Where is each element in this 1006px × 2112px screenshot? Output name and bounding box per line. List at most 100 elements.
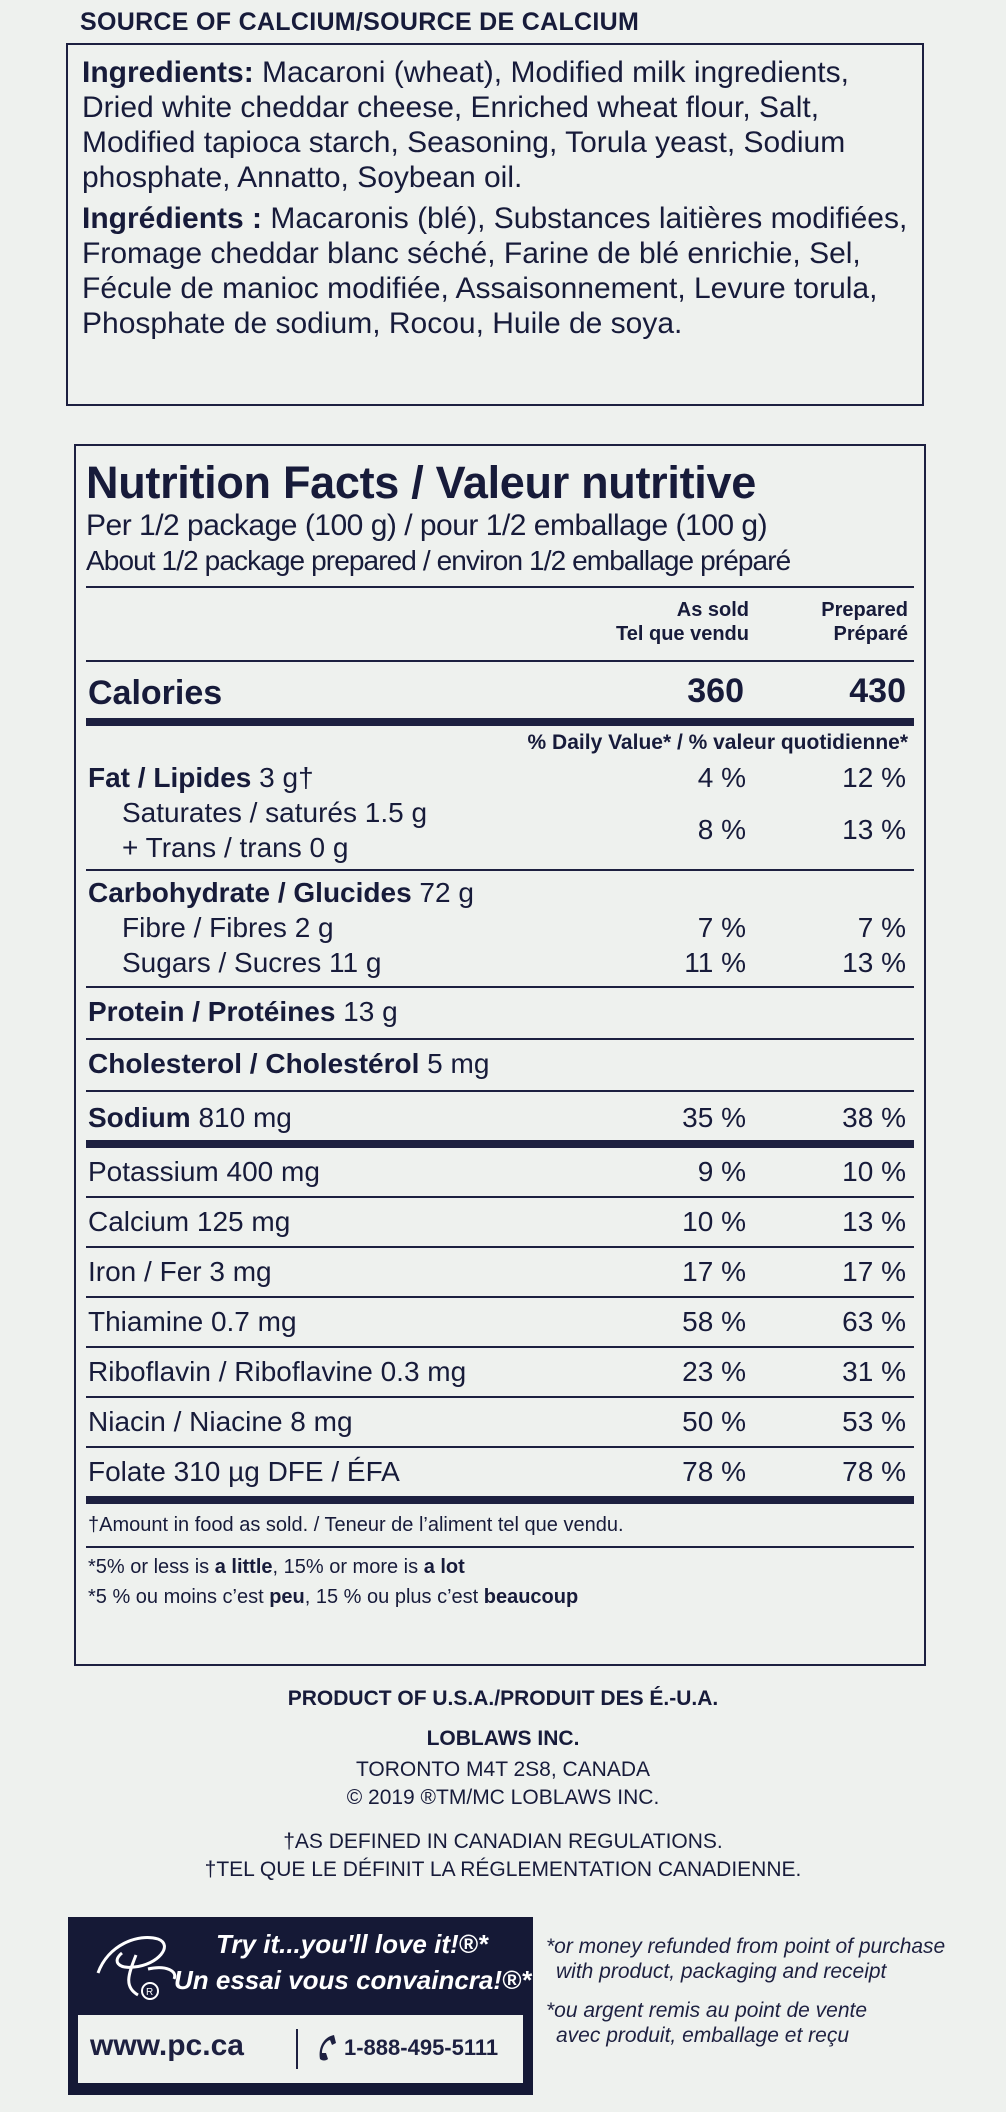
company-address: TORONTO M4T 2S8, CANADA	[355, 1758, 651, 1781]
defined-note-english: †AS DEFINED IN CANADIAN REGULATIONS.	[283, 1830, 723, 1853]
trans-line: + Trans / trans 0 g	[122, 832, 349, 863]
footnote-dagger: †Amount in food as sold. / Teneur de l’a…	[88, 1514, 624, 1536]
divider	[86, 586, 914, 588]
refund-french-line1: *ou argent remis au point de vente	[546, 1999, 868, 2022]
sodium-label: Sodium	[88, 1102, 191, 1133]
ingredients-french-text: Macaronis (blé), Substances laitières mo…	[82, 202, 908, 340]
footnote-english-text: , 15% or more is	[272, 1556, 424, 1578]
mineral-prepared: 78 %	[842, 1456, 906, 1487]
saturates-prepared: 13 %	[842, 814, 906, 845]
column-as-sold-fr: Tel que vendu	[616, 623, 749, 645]
company-name: LOBLAWS INC.	[426, 1727, 580, 1750]
guarantee-english: Try it...you'll love it!®*	[216, 1929, 488, 1959]
refund-note-english: *or money refunded from point of purchas…	[546, 1934, 945, 1984]
sodium-prepared: 38 %	[842, 1102, 906, 1133]
fat-amount: 3 g†	[251, 762, 314, 793]
divider	[86, 1396, 914, 1398]
protein-amount: 13 g	[335, 996, 398, 1027]
sugars-prepared: 13 %	[842, 947, 906, 978]
mineral-row: Niacin / Niacine 8 mg 50 % 53 %	[86, 1398, 914, 1446]
sugars-row: Sugars / Sucres 11 g 11 % 13 %	[86, 945, 914, 980]
divider	[86, 1346, 914, 1348]
mineral-row: Iron / Fer 3 mg 17 % 17 %	[86, 1248, 914, 1296]
mineral-as-sold: 10 %	[682, 1206, 746, 1237]
footnote-french: *5 % ou moins c’est peu, 15 % ou plus c’…	[88, 1582, 914, 1612]
svg-text:R: R	[146, 1987, 153, 1998]
fibre-row: Fibre / Fibres 2 g 7 % 7 %	[86, 910, 914, 945]
mineral-row: Calcium 125 mg 10 % 13 %	[86, 1198, 914, 1246]
divider	[86, 1196, 914, 1198]
ingredients-english-label: Ingredients:	[82, 56, 254, 89]
copyright: © 2019 ®TM/MC LOBLAWS INC.	[346, 1786, 660, 1809]
footnote-english-lot: a lot	[423, 1556, 465, 1578]
mineral-row: Folate 310 µg DFE / ÉFA 78 % 78 %	[86, 1448, 914, 1496]
footnote-french-beaucoup: beaucoup	[483, 1586, 579, 1608]
phone-number[interactable]: 1-888-495-5111	[344, 2035, 499, 2060]
ingredients-french: Ingrédients : Macaronis (blé), Substance…	[82, 201, 908, 341]
cholesterol-label: Cholesterol / Cholestérol	[88, 1048, 420, 1079]
refund-french-line2: avec produit, emballage et reçu	[556, 2024, 850, 2047]
protein-label: Protein / Protéines	[88, 996, 336, 1027]
divider	[86, 1090, 914, 1092]
saturates-trans-row: Saturates / saturés 1.5 g + Trans / tran…	[86, 795, 914, 865]
mineral-as-sold: 58 %	[682, 1306, 746, 1337]
website-link[interactable]: www.pc.ca	[90, 2029, 244, 2062]
calories-label: Calories	[88, 674, 223, 712]
product-origin: PRODUCT OF U.S.A./PRODUIT DES É.-U.A.	[287, 1687, 719, 1710]
mineral-name: Riboflavin / Riboflavine 0.3 mg	[88, 1356, 467, 1387]
vitamins-minerals-list: Potassium 400 mg 9 % 10 % Calcium 125 mg 10 …	[86, 1148, 914, 1496]
sodium-as-sold: 35 %	[682, 1102, 746, 1133]
fibre-line: Fibre / Fibres 2 g	[122, 912, 334, 943]
column-prepared: Prepared Préparé	[821, 598, 908, 646]
contact-panel: www.pc.ca 1-888-495-5111	[78, 2015, 523, 2083]
carbohydrate-row: Carbohydrate / Glucides 72 g	[86, 875, 914, 910]
fat-prepared: 12 %	[842, 762, 906, 793]
mineral-prepared: 10 %	[842, 1156, 906, 1187]
footnote-english: *5% or less is a little, 15% or more is …	[88, 1552, 914, 1582]
saturates-line: Saturates / saturés 1.5 g	[122, 797, 428, 828]
divider	[86, 1246, 914, 1248]
fibre-as-sold: 7 %	[697, 912, 746, 943]
divider	[86, 869, 914, 871]
footnote-english-little: a little	[214, 1556, 273, 1578]
sodium-row: Sodium 810 mg 35 % 38 %	[86, 1100, 914, 1140]
footnote-french-text: *5 % ou moins c’est	[88, 1586, 270, 1608]
nutrition-facts-table: Nutrition Facts / Valeur nutritive Per 1…	[74, 444, 926, 1666]
column-prepared-fr: Préparé	[833, 623, 909, 645]
mineral-name: Niacin / Niacine 8 mg	[88, 1406, 353, 1437]
footnote-daily-value: *5% or less is a little, 15% or more is …	[86, 1548, 914, 1612]
mineral-name: Thiamine 0.7 mg	[88, 1306, 297, 1337]
mineral-row: Riboflavin / Riboflavine 0.3 mg 23 % 31 %	[86, 1348, 914, 1396]
saturates-as-sold: 8 %	[697, 814, 746, 845]
divider	[86, 1296, 914, 1298]
mineral-prepared: 13 %	[842, 1206, 906, 1237]
fat-as-sold: 4 %	[697, 762, 746, 793]
footnote-french-text: , 15 % ou plus c’est	[304, 1586, 484, 1608]
fat-row: Fat / Lipides 3 g† 4 % 12 %	[86, 760, 914, 795]
refund-note-french: *ou argent remis au point de vente avec …	[546, 1998, 867, 2048]
guarantee-banner: R Try it...you'll love it!®* Un essai vo…	[68, 1917, 533, 2095]
refund-english-line2: with product, packaging and receipt	[556, 1960, 887, 1983]
divider	[86, 1038, 914, 1040]
mineral-row: Thiamine 0.7 mg 58 % 63 %	[86, 1298, 914, 1346]
column-as-sold-en: As sold	[676, 599, 749, 621]
mineral-as-sold: 23 %	[682, 1356, 746, 1387]
divider	[86, 1446, 914, 1448]
cholesterol-amount: 5 mg	[419, 1048, 490, 1079]
calcium-source-heading: SOURCE OF CALCIUM/SOURCE DE CALCIUM	[80, 8, 640, 36]
defined-note-french: †TEL QUE LE DÉFINIT LA RÉGLEMENTATION CA…	[204, 1858, 802, 1881]
nutrition-title: Nutrition Facts / Valeur nutritive	[86, 457, 756, 508]
column-headers: As sold Tel que vendu Prepared Préparé	[86, 588, 914, 660]
mineral-prepared: 31 %	[842, 1356, 906, 1387]
phone-icon	[319, 2035, 336, 2061]
guarantee-french: Un essai vous convaincra!®*	[174, 1965, 532, 1995]
fibre-prepared: 7 %	[857, 912, 906, 943]
calories-as-sold: 360	[687, 672, 744, 710]
ingredients-french-label: Ingrédients :	[82, 202, 263, 235]
mineral-as-sold: 9 %	[697, 1156, 746, 1187]
mineral-as-sold: 50 %	[682, 1406, 746, 1437]
protein-row: Protein / Protéines 13 g	[86, 994, 914, 1032]
contact-separator	[296, 2029, 298, 2069]
daily-value-heading: % Daily Value* / % valeur quotidienne*	[527, 731, 908, 754]
sugars-line: Sugars / Sucres 11 g	[122, 947, 382, 978]
